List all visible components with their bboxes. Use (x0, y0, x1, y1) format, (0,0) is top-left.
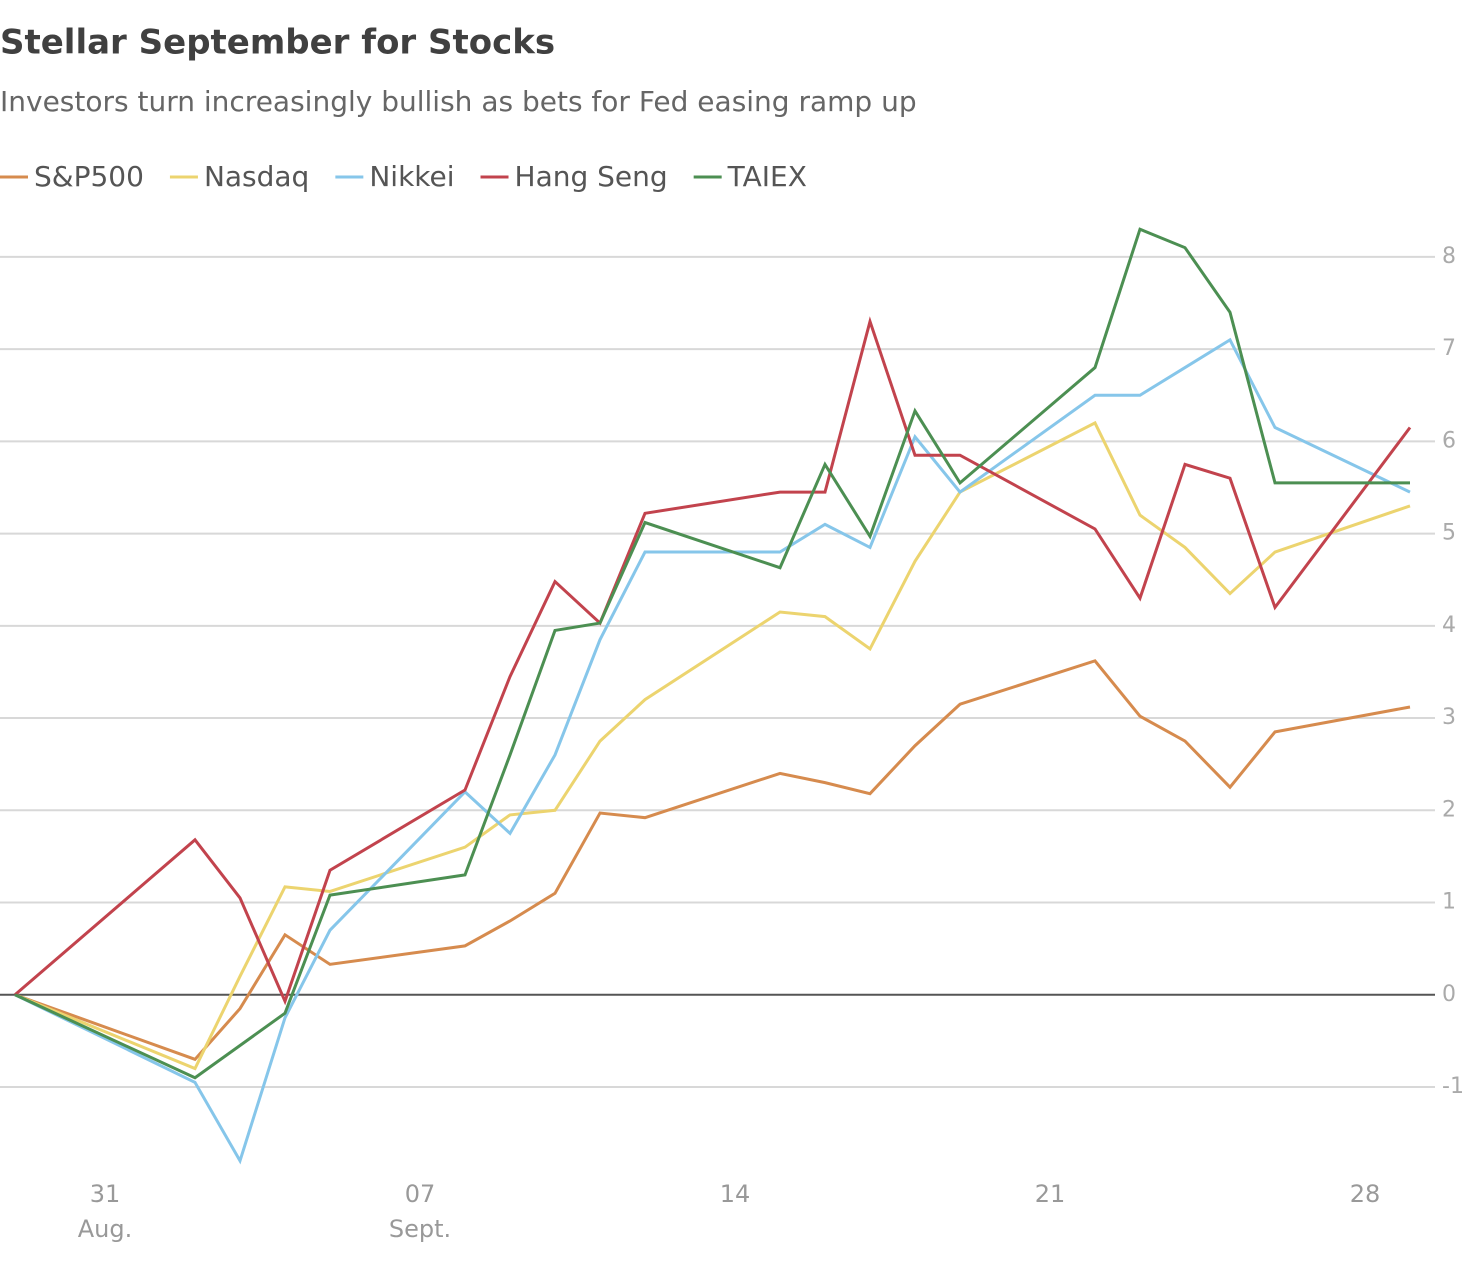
y-tick-label: 6 (1442, 428, 1456, 453)
x-tick-label: 21 (1035, 1180, 1066, 1208)
series-line (14, 227, 1410, 1080)
series-line (14, 337, 1411, 1165)
series-line (14, 659, 1411, 1062)
y-tick-label: -1 (1442, 1074, 1464, 1099)
y-tick-label: 1 (1442, 890, 1456, 915)
x-month-label: Aug. (78, 1215, 133, 1243)
y-tick-label: 0 (1442, 982, 1456, 1007)
x-tick-label: 28 (1350, 1180, 1381, 1208)
legend-label: S&P500 (34, 160, 144, 193)
legend-label: TAIEX (727, 160, 807, 193)
legend: S&P500 Nasdaq Nikkei Hang Seng TAIEX (0, 160, 807, 193)
y-tick-label: 7 (1442, 336, 1456, 361)
series-line (14, 316, 1412, 1006)
y-tick-label: 3 (1442, 705, 1456, 730)
y-tick-label: 2 (1442, 797, 1456, 822)
x-tick-label: 07 (405, 1180, 436, 1208)
y-tick-label: 5 (1442, 521, 1456, 546)
y-tick-label: 4 (1442, 613, 1456, 638)
x-month-label: Sept. (389, 1215, 451, 1243)
y-tick-label: 8 (1442, 244, 1456, 269)
x-tick-label: 14 (720, 1180, 751, 1208)
legend-label: Hang Seng (515, 160, 668, 193)
series-line (14, 420, 1411, 1071)
chart-title: Stellar September for Stocks (0, 23, 555, 63)
x-tick-label: 31 (90, 1180, 121, 1208)
legend-label: Nasdaq (204, 160, 309, 193)
legend-label: Nikkei (369, 160, 454, 193)
chart-subtitle: Investors turn increasingly bullish as b… (0, 85, 917, 118)
